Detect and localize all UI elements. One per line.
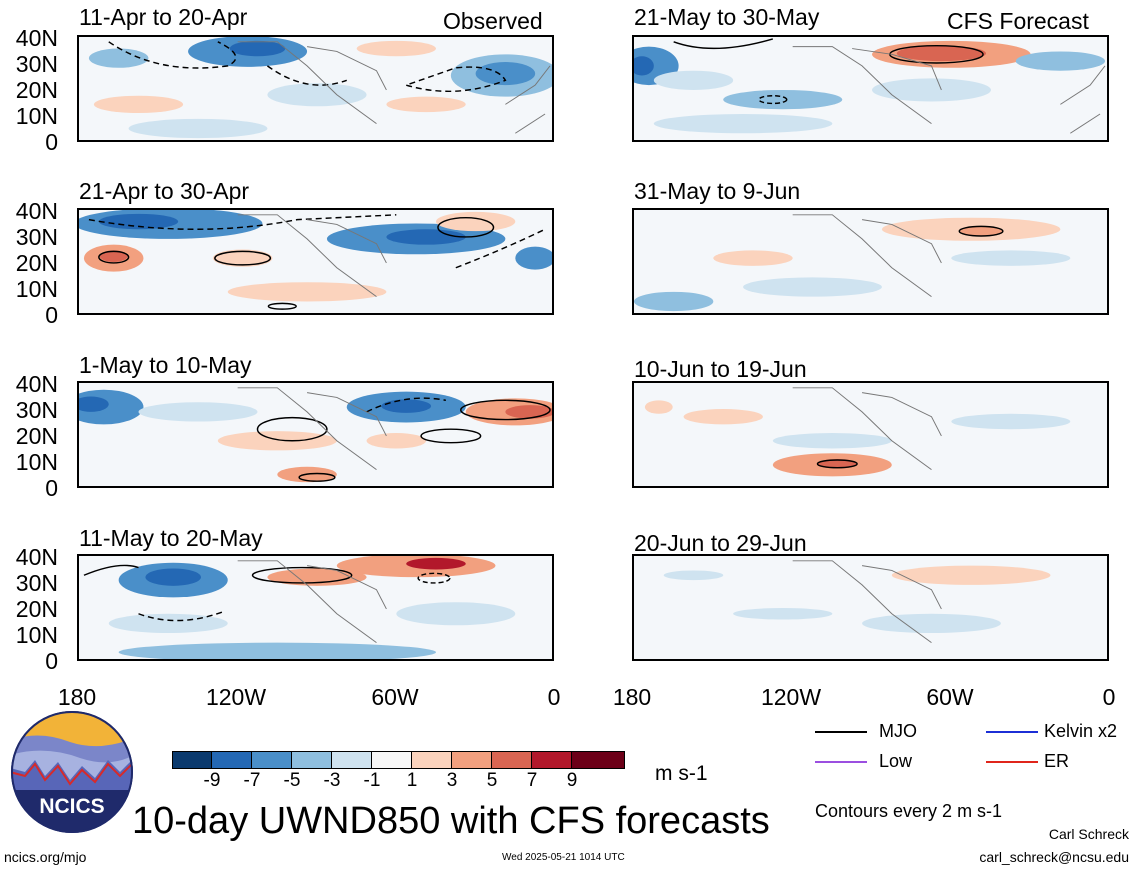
footer-author: Carl Schreck: [1048, 826, 1129, 842]
footer-timestamp: Wed 2025-05-21 1014 UTC: [502, 852, 625, 863]
colorbar-label: 3: [446, 770, 458, 791]
logo-text: NCICS: [39, 795, 104, 818]
lat-label-20n: 20N: [15, 77, 58, 103]
colorbar-box-5: [372, 751, 412, 769]
map-panel-observed-2: [77, 208, 554, 315]
colorbar-label: 7: [526, 770, 538, 791]
colorbar-box-6: [412, 751, 452, 769]
lon-label-120w: 120W: [205, 684, 267, 710]
colorbar-box-4: [332, 751, 372, 769]
lat-label-0: 0: [45, 475, 58, 501]
colorbar-units: m s-1: [655, 762, 708, 785]
panel-title-8: 20-Jun to 29-Jun: [634, 530, 807, 556]
legend-line-mjo: [815, 731, 867, 733]
lon-label-180: 180: [57, 684, 97, 710]
footer-email: carl_schreck@ncsu.edu: [979, 849, 1129, 865]
lat-label-0: 0: [45, 648, 58, 674]
panel-title-5: 1-May to 10-May: [79, 352, 252, 378]
map-panel-forecast-2: [632, 208, 1109, 315]
lat-label-40n: 40N: [15, 198, 58, 224]
legend-label-er: ER: [1044, 751, 1070, 771]
colorbar-box-3: [292, 751, 332, 769]
lon-label-120w: 120W: [760, 684, 822, 710]
colorbar-label: -5: [283, 770, 301, 791]
lat-label-30n: 30N: [15, 570, 58, 596]
colorbar-label: -3: [323, 770, 341, 791]
lat-label-20n: 20N: [15, 423, 58, 449]
legend-line-low: [815, 761, 867, 763]
legend-label-mjo: MJO: [879, 721, 917, 741]
lon-label-60w: 60W: [371, 684, 419, 710]
map-panel-observed-1: [77, 35, 554, 142]
footer-site: ncics.org/mjo: [4, 849, 87, 865]
colorbar-label: 5: [486, 770, 498, 791]
colorbar-label: 9: [566, 770, 578, 791]
lat-label-30n: 30N: [15, 397, 58, 423]
lat-label-30n: 30N: [15, 51, 58, 77]
panel-title-3: 21-Apr to 30-Apr: [79, 178, 250, 204]
main-title: 10-day UWND850 with CFS forecasts: [132, 800, 770, 842]
panel-title-6: 10-Jun to 19-Jun: [634, 356, 807, 382]
panel-title-1: 11-Apr to 20-Apr: [79, 4, 248, 30]
lat-label-30n: 30N: [15, 224, 58, 250]
map-panel-forecast-3: [632, 381, 1109, 488]
map-panel-observed-4: [77, 554, 554, 661]
lat-label-0: 0: [45, 302, 58, 328]
lat-label-20n: 20N: [15, 250, 58, 276]
lon-label-0: 0: [1102, 684, 1116, 710]
colorbar-box-10: [572, 751, 625, 769]
contours-note: Contours every 2 m s-1: [815, 801, 1003, 821]
colorbar-label: 1: [406, 770, 418, 791]
lat-label-0: 0: [45, 129, 58, 155]
lat-label-10n: 10N: [15, 276, 58, 302]
lon-label-0: 0: [547, 684, 561, 710]
colorbar-box-9: [532, 751, 572, 769]
lon-label-180: 180: [612, 684, 652, 710]
map-panel-forecast-4: [632, 554, 1109, 661]
colorbar-box-8: [492, 751, 532, 769]
legend-label-kelvin: Kelvin x2: [1044, 721, 1118, 741]
map-panel-observed-3: [77, 381, 554, 488]
colorbar-label: -7: [243, 770, 261, 791]
panel-tag-observed: Observed: [443, 8, 543, 34]
legend-line-er: [986, 761, 1038, 763]
lat-label-10n: 10N: [15, 103, 58, 129]
colorbar-label: -9: [203, 770, 221, 791]
colorbar-box-0: [172, 751, 212, 769]
lat-label-20n: 20N: [15, 596, 58, 622]
lat-label-10n: 10N: [15, 622, 58, 648]
panel-title-2: 21-May to 30-May: [634, 4, 820, 30]
lat-label-40n: 40N: [15, 25, 58, 51]
colorbar-box-7: [452, 751, 492, 769]
map-panel-forecast-1: [632, 35, 1109, 142]
ncics-logo: NCICS: [10, 710, 134, 834]
legend-label-low: Low: [879, 751, 913, 771]
colorbar-label: -1: [363, 770, 381, 791]
colorbar-box-1: [212, 751, 252, 769]
legend-line-kelvin: [986, 731, 1038, 733]
colorbar-box-2: [252, 751, 292, 769]
lat-label-40n: 40N: [15, 371, 58, 397]
lon-label-60w: 60W: [926, 684, 974, 710]
lat-label-40n: 40N: [15, 544, 58, 570]
panel-title-4: 31-May to 9-Jun: [634, 178, 801, 204]
panel-title-7: 11-May to 20-May: [79, 525, 263, 551]
panel-tag-forecast: CFS Forecast: [947, 8, 1089, 34]
lat-label-10n: 10N: [15, 449, 58, 475]
